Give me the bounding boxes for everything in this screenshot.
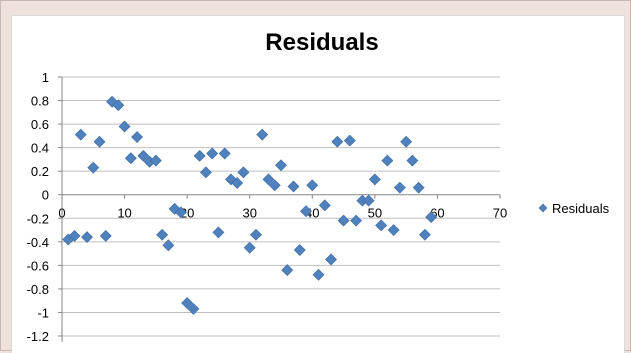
chart-area: 1 0.8 0.6 0.4 0.2 0 -0.2 -0.4 -0.6 -0.8 -1 -1.2 0 10… [11,15,625,353]
x-tick-label: 70 [493,206,507,221]
y-tick-label: -0.8 [27,282,49,297]
data-point [118,120,131,133]
data-point [187,302,200,315]
data-point [193,149,206,162]
data-point [231,177,244,189]
y-tick-label: -0.2 [27,211,49,226]
y-tick-label: -1 [37,305,49,320]
y-tick-label: -0.6 [27,258,49,273]
data-point [174,206,187,219]
data-point [112,99,125,112]
data-point [199,166,212,179]
data-point [343,134,356,147]
y-tick-label: 0.2 [31,164,49,179]
y-tick-label: 1 [42,70,49,85]
data-point [137,149,150,162]
x-tick-label: 30 [242,206,256,221]
data-point [325,253,337,266]
data-point [350,214,363,227]
data-point [306,179,319,192]
data-point [124,152,137,165]
y-tick-label: 0.8 [31,94,49,109]
data-point [300,205,312,218]
data-points [62,95,438,315]
data-point [181,297,194,309]
data-point [168,202,181,215]
data-point [81,231,93,244]
data-point [225,173,237,186]
data-point [93,135,106,148]
y-tick-labels: 1 0.8 0.6 0.4 0.2 0 -0.2 -0.4 -0.6 -0.8 -1 -1.2 [27,70,49,344]
data-point [256,128,269,141]
x-tick-label: 0 [58,206,65,221]
data-point [368,173,381,186]
data-point [212,226,225,239]
data-point [381,154,394,167]
y-tick-label: -0.4 [27,235,49,250]
legend-marker-icon [538,203,548,213]
data-point [425,211,438,224]
data-point [262,173,275,186]
legend-label: Residuals [552,201,610,216]
data-point [206,147,219,160]
data-point [412,181,425,194]
residuals-chart: 1 0.8 0.6 0.4 0.2 0 -0.2 -0.4 -0.6 -0.8 -1 -1.2 0 10… [27,29,610,344]
data-point [68,230,81,242]
data-point [293,244,306,256]
data-point [268,179,281,192]
data-point [318,199,331,212]
y-tick-label: -1.2 [27,329,49,344]
data-point [131,131,144,143]
data-point [362,194,375,207]
data-point [275,159,287,172]
data-point [74,128,87,141]
data-point [387,224,400,236]
y-tick-label: 0 [42,188,49,203]
data-point [400,135,413,148]
data-point [406,154,419,167]
data-point [218,147,231,160]
data-point [149,154,162,167]
data-point [337,214,350,227]
data-point [99,230,112,242]
data-point [281,264,294,276]
chart-title: Residuals [265,29,378,56]
y-tick-label: 0.6 [31,117,49,132]
data-point [375,219,388,232]
data-point [331,135,344,148]
x-tick-label: 10 [117,206,131,221]
x-tick-label: 50 [368,206,382,221]
axes [58,76,501,342]
data-point [162,239,175,252]
data-point [87,161,100,174]
data-point [237,166,250,179]
legend: Residuals [538,201,610,216]
data-point [250,228,262,241]
y-tick-label: 0.4 [31,141,49,156]
data-point [287,180,300,193]
data-point [243,241,256,254]
data-point [156,228,169,241]
data-point [418,228,431,241]
data-point [312,268,325,281]
data-point [393,181,406,194]
